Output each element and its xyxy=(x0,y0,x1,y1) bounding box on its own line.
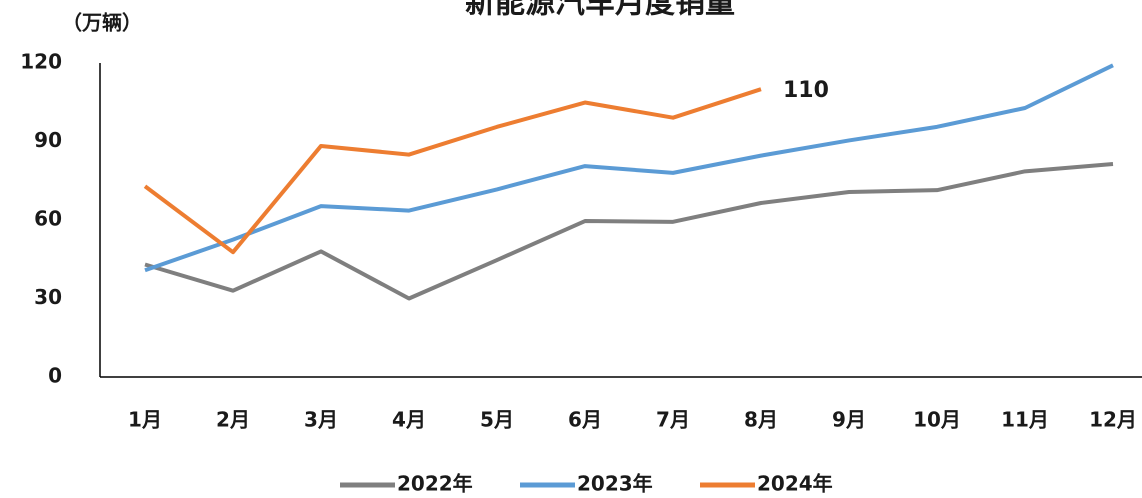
legend-label: 2022年 xyxy=(397,472,473,496)
y-tick-label: 30 xyxy=(34,285,62,309)
x-tick-label: 8月 xyxy=(744,408,778,432)
x-tick-label: 11月 xyxy=(1001,408,1049,432)
legend-label: 2024年 xyxy=(757,472,833,496)
x-tick-label: 4月 xyxy=(392,408,426,432)
y-tick-label: 120 xyxy=(20,50,62,74)
x-tick-label: 7月 xyxy=(656,408,690,432)
y-tick-label: 0 xyxy=(48,364,62,388)
y-tick-label: 60 xyxy=(34,207,62,231)
x-tick-label: 9月 xyxy=(832,408,866,432)
chart-title: 新能源汽车月度销量 xyxy=(465,0,735,21)
x-tick-label: 10月 xyxy=(913,408,961,432)
x-tick-label: 2月 xyxy=(216,408,250,432)
series-line xyxy=(144,162,1114,301)
series-line xyxy=(144,63,1114,273)
x-tick-label: 6月 xyxy=(568,408,602,432)
y-tick-label: 90 xyxy=(34,128,62,152)
legend-label: 2023年 xyxy=(577,472,653,496)
x-tick-label: 5月 xyxy=(480,408,514,432)
series-line xyxy=(143,87,762,255)
y-axis-label: （万辆） xyxy=(62,11,142,35)
x-tick-label: 3月 xyxy=(304,408,338,432)
data-label: 110 xyxy=(783,78,829,103)
x-tick-label: 12月 xyxy=(1089,408,1137,432)
x-tick-label: 1月 xyxy=(128,408,162,432)
